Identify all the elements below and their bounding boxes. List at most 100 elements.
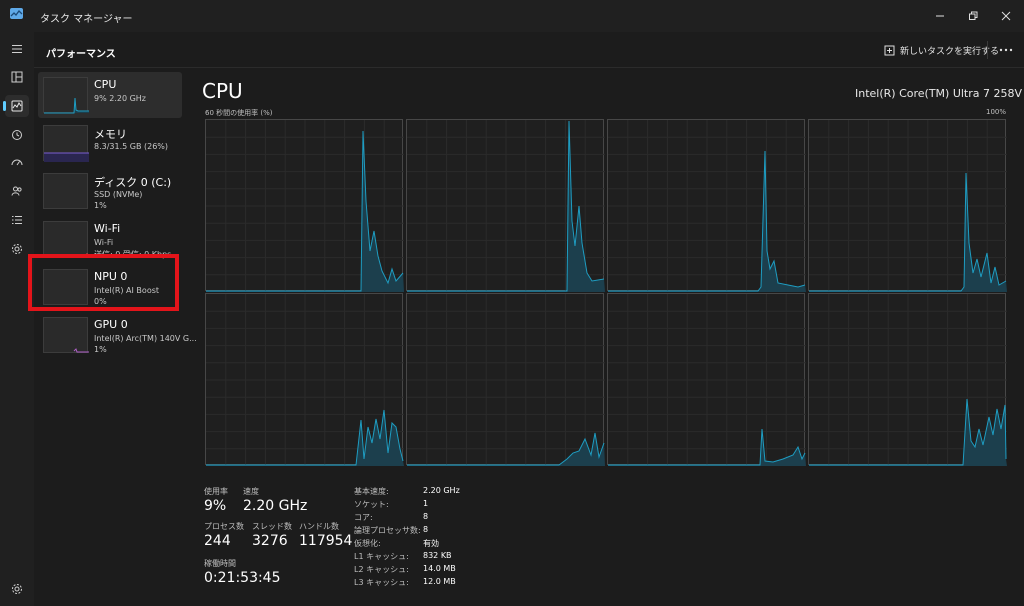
nav-details[interactable] (5, 209, 29, 231)
uptime-value: 0:21:53:45 (204, 570, 281, 586)
title-bar: タスク マネージャー (0, 0, 1024, 32)
core-graph-1 (406, 119, 605, 292)
device-detail: 9% 2.20 GHz (94, 94, 147, 103)
device-item-cpu[interactable]: CPU 9% 2.20 GHz (38, 72, 182, 118)
nav-users[interactable] (5, 180, 29, 202)
core-graph-2 (607, 119, 806, 292)
usage-line (206, 130, 404, 292)
spec-label: L2 キャッシュ: (354, 565, 409, 574)
usage-area (407, 121, 605, 292)
minimize-icon (936, 15, 944, 17)
spec-value: 8 (423, 512, 429, 521)
spec-value: 有効 (423, 539, 439, 548)
services-icon (12, 244, 22, 254)
device-thumbnail (43, 125, 89, 162)
spec-value: 12.0 MB (423, 577, 456, 586)
device-name: GPU 0 (94, 318, 128, 331)
graph-caption: 60 秒間の使用率 (%) (205, 109, 273, 117)
minimize-button[interactable] (922, 0, 958, 32)
usage-line (809, 172, 1007, 292)
device-name: メモリ (94, 128, 127, 141)
run-new-task-button[interactable]: 新しいタスクを実行する (880, 40, 1003, 60)
utilization-label: 使用率 (204, 487, 228, 496)
usage-area (809, 399, 1007, 466)
spec-label: ソケット: (354, 500, 389, 509)
threads-value: 3276 (252, 533, 288, 549)
uptime-label: 稼働時間 (204, 559, 236, 568)
usage-line (206, 409, 404, 466)
spec-value: 14.0 MB (423, 564, 456, 573)
device-detail: 0% (94, 297, 107, 306)
nav-performance[interactable] (3, 95, 29, 117)
spec-label: 仮想化: (354, 539, 381, 548)
utilization-value: 9% (204, 498, 227, 514)
settings-icon (12, 584, 22, 594)
header-divider (987, 41, 988, 59)
spec-value: 832 KB (423, 551, 452, 560)
processes-icon (11, 71, 23, 83)
page-title: パフォーマンス (46, 49, 116, 60)
core-graph-4 (205, 293, 404, 466)
run-task-icon (884, 45, 895, 55)
nav-processes[interactable] (5, 66, 29, 88)
usage-line (407, 432, 605, 466)
close-button[interactable] (988, 0, 1024, 32)
device-detail: Intel(R) Arc(TM) 140V G... (94, 334, 197, 343)
speed-label: 速度 (243, 487, 259, 496)
device-name: CPU (94, 78, 117, 91)
window-title: タスク マネージャー (40, 14, 133, 25)
core-graph-0 (205, 119, 404, 292)
device-detail: Wi-Fi (94, 238, 114, 247)
handles-label: ハンドル数 (299, 522, 339, 531)
nav-startup-apps[interactable] (5, 152, 29, 174)
device-detail: SSD (NVMe) (94, 190, 143, 199)
device-name: NPU 0 (94, 270, 128, 283)
device-item-memory[interactable]: メモリ 8.3/31.5 GB (26%) (38, 120, 182, 166)
device-item-gpu[interactable]: GPU 0 Intel(R) Arc(TM) 140V G... 1% (38, 312, 197, 358)
device-thumbnail (43, 221, 88, 257)
device-thumbnail (43, 173, 88, 209)
restore-icon (969, 11, 978, 20)
spec-label: L1 キャッシュ: (354, 552, 409, 561)
graph-max-label: 100% (986, 108, 1007, 116)
nav-app-history[interactable] (5, 124, 29, 146)
speed-value: 2.20 GHz (243, 498, 308, 514)
usage-area (809, 173, 1007, 292)
usage-line (809, 398, 1007, 466)
usage-area (608, 429, 806, 466)
device-thumbnail (43, 269, 88, 305)
device-detail: 1% (94, 345, 107, 354)
nav-services[interactable] (5, 238, 29, 260)
core-graph-6 (607, 293, 806, 466)
core-graph-7 (808, 293, 1007, 466)
core-graph-3 (808, 119, 1007, 292)
device-name: ディスク 0 (C:) (94, 176, 172, 189)
spec-value: 2.20 GHz (423, 486, 460, 495)
device-item-npu[interactable]: NPU 0 Intel(R) AI Boost 0% (38, 264, 182, 310)
device-thumbnail (43, 77, 89, 114)
processes-value: 244 (204, 533, 231, 549)
spec-value: 1 (423, 499, 429, 508)
more-icon (999, 48, 1013, 52)
device-item-disk[interactable]: ディスク 0 (C:) SSD (NVMe) 1% (38, 168, 182, 214)
hamburger-menu-button[interactable] (5, 38, 29, 60)
run-new-task-label: 新しいタスクを実行する (900, 46, 1000, 57)
device-thumbnail (43, 317, 89, 353)
processes-label: プロセス数 (204, 522, 244, 531)
hamburger-icon (12, 45, 22, 53)
device-detail: 8.3/31.5 GB (26%) (94, 142, 169, 151)
spec-value: 8 (423, 525, 429, 534)
restore-button[interactable] (955, 0, 991, 32)
device-detail: 1% (94, 201, 107, 210)
npu-highlight-box (28, 254, 179, 311)
usage-line (608, 428, 806, 466)
cpu-heading: CPU (202, 79, 243, 103)
startup-apps-icon (11, 159, 23, 166)
spec-label: L3 キャッシュ: (354, 578, 409, 587)
close-icon (1001, 11, 1011, 21)
more-options-button[interactable] (994, 40, 1018, 60)
nav-settings[interactable] (5, 578, 29, 600)
performance-icon (11, 100, 23, 112)
header-bar: パフォーマンス 新しいタスクを実行する (34, 32, 1024, 68)
spec-label: 基本速度: (354, 487, 389, 496)
